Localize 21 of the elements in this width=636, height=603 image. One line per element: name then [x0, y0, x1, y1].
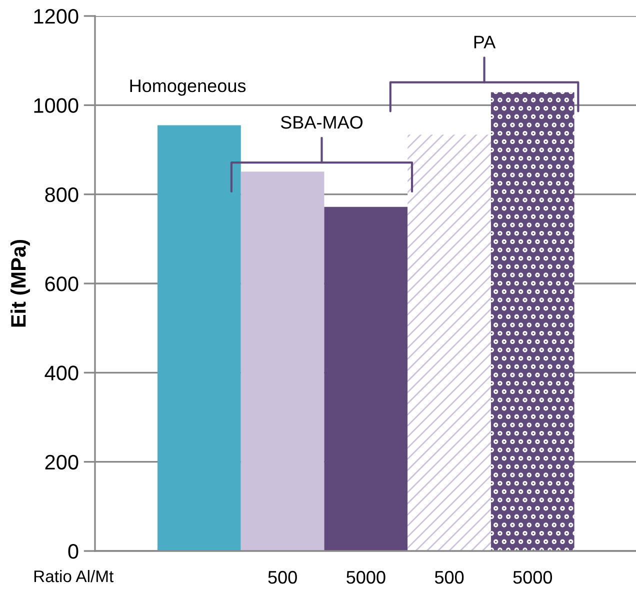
- bar: [324, 206, 408, 551]
- bar: [490, 92, 574, 551]
- y-tick-label: 600: [45, 276, 78, 292]
- y-axis-title: Eit (MPa): [10, 240, 30, 327]
- x-tick-label: 5000: [513, 570, 552, 584]
- y-tick-label: 1000: [34, 98, 78, 113]
- y-tick-label: 800: [45, 187, 78, 202]
- y-tick-label: 1200: [34, 9, 78, 24]
- bar: [408, 134, 491, 551]
- annotation: Homogeneous: [130, 80, 246, 96]
- text: Ratio Al/Mt: [34, 570, 114, 582]
- y-tick-label: 200: [45, 454, 78, 470]
- bar: [240, 172, 324, 551]
- bar: [158, 125, 241, 551]
- y-tick-label: 0: [68, 544, 78, 559]
- annotation: PA: [474, 36, 496, 48]
- x-tick-label: 500: [434, 570, 464, 584]
- annotation: SBA-MAO: [280, 116, 363, 129]
- x-tick-label: 500: [268, 570, 297, 584]
- x-tick-label: 5000: [346, 570, 386, 584]
- y-tick-label: 400: [44, 366, 78, 380]
